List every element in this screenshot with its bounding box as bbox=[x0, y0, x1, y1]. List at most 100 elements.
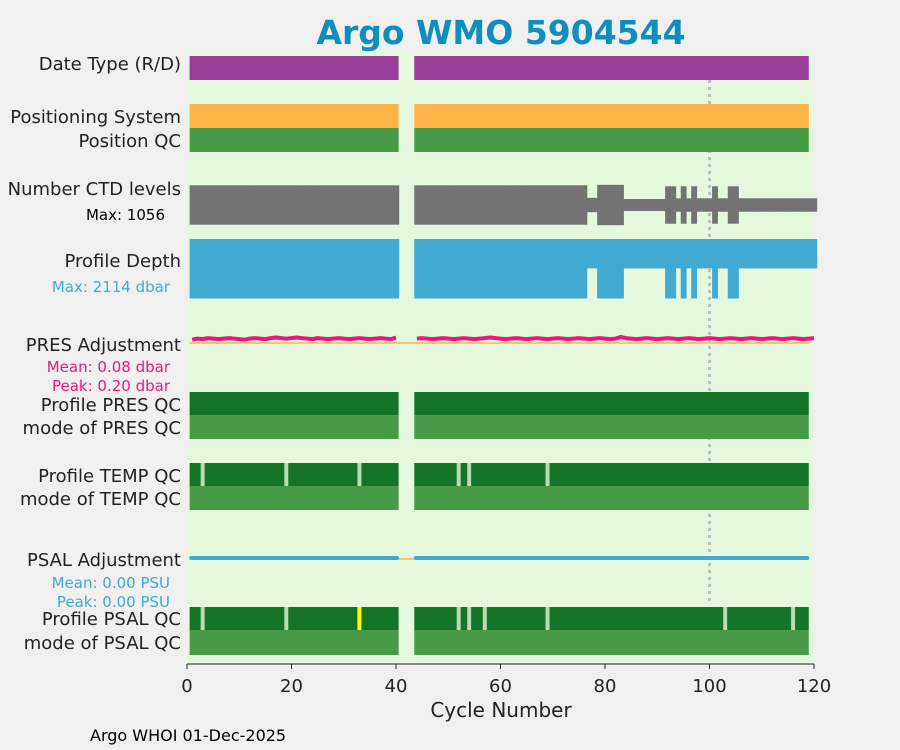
ctd-levels-cycle-11 bbox=[241, 185, 248, 225]
psal-qc-flag-cycle-52 bbox=[456, 607, 461, 630]
profile-depth-cycle-15 bbox=[262, 239, 269, 299]
ctd-levels-cycle-15 bbox=[262, 185, 269, 225]
ctd-levels-cycle-25 bbox=[315, 185, 321, 225]
profile-depth-cycle-70 bbox=[550, 239, 556, 299]
ctd-levels-cycle-108 bbox=[748, 198, 755, 212]
profile-depth-cycle-14 bbox=[257, 239, 264, 299]
profile-depth-cycle-96 bbox=[685, 239, 692, 269]
profile-depth-cycle-106 bbox=[738, 239, 745, 269]
profile-pres-qc-bar-segment-2 bbox=[414, 392, 809, 415]
ctd-levels-cycle-120 bbox=[811, 198, 818, 212]
temp-qc-flag-cycle-19 bbox=[284, 463, 289, 486]
profile-pres-qc-bar-segment-1 bbox=[189, 392, 399, 415]
ctd-levels-cycle-88 bbox=[644, 199, 651, 211]
ctd-levels-cycle-59 bbox=[492, 185, 499, 225]
psal-qc-flag-cycle-103 bbox=[723, 607, 728, 630]
ctd-levels-cycle-89 bbox=[649, 199, 656, 211]
mode-temp-qc-bar-segment-1 bbox=[189, 486, 399, 510]
x-tick-label-20: 20 bbox=[280, 676, 303, 697]
profile-depth-cycle-62 bbox=[508, 239, 515, 299]
profile-depth-cycle-61 bbox=[503, 239, 509, 299]
mode-pres-qc-bar-segment-1 bbox=[189, 415, 399, 439]
ctd-levels-cycle-9 bbox=[231, 185, 238, 225]
profile-depth-cycle-85 bbox=[628, 239, 635, 269]
ctd-levels-cycle-36 bbox=[372, 185, 379, 225]
label-mode-psal-qc: mode of PSAL QC bbox=[24, 633, 181, 654]
label-position-qc: Position QC bbox=[78, 131, 181, 152]
label-mode-pres-qc: mode of PRES QC bbox=[23, 418, 181, 439]
profile-depth-cycle-47 bbox=[429, 239, 436, 299]
x-tick-label-0: 0 bbox=[181, 676, 192, 697]
profile-depth-cycle-17 bbox=[273, 239, 280, 299]
profile-depth-cycle-117 bbox=[795, 239, 802, 269]
profile-depth-cycle-94 bbox=[675, 239, 682, 269]
profile-depth-cycle-58 bbox=[487, 239, 494, 299]
ctd-levels-cycle-3 bbox=[200, 185, 206, 225]
ctd-levels-cycle-50 bbox=[445, 185, 452, 225]
profile-depth-cycle-16 bbox=[267, 239, 274, 299]
profile-depth-cycle-60 bbox=[497, 239, 504, 299]
ctd-levels-cycle-61 bbox=[503, 185, 509, 225]
label-mode-temp-qc: mode of TEMP QC bbox=[20, 489, 181, 510]
profile-depth-cycle-72 bbox=[560, 239, 567, 299]
profile-depth-cycle-39 bbox=[388, 239, 394, 299]
psal-peak-label: Peak: 0.00 PSU bbox=[57, 593, 170, 611]
ctd-levels-cycle-114 bbox=[780, 198, 786, 212]
profile-depth-cycle-90 bbox=[654, 239, 661, 269]
profile-depth-cycle-65 bbox=[524, 239, 530, 299]
x-tick-label-60: 60 bbox=[489, 676, 512, 697]
profile-depth-cycle-111 bbox=[764, 239, 771, 269]
x-tick-label-120: 120 bbox=[797, 676, 831, 697]
profile-depth-cycle-19 bbox=[283, 239, 290, 299]
profile-depth-cycle-46 bbox=[424, 239, 431, 299]
ctd-levels-cycle-86 bbox=[633, 199, 640, 211]
profile-depth-cycle-69 bbox=[544, 239, 551, 299]
ctd-levels-cycle-6 bbox=[215, 185, 222, 225]
ctd-levels-cycle-13 bbox=[252, 185, 259, 225]
ctd-levels-cycle-12 bbox=[247, 185, 253, 225]
pres-adjustment-line-2 bbox=[416, 334, 815, 342]
ctd-levels-cycle-67 bbox=[534, 185, 541, 225]
profile-depth-cycle-1 bbox=[189, 239, 196, 299]
ctd-max-label: Max: 1056 bbox=[86, 206, 165, 224]
profile-depth-cycle-118 bbox=[800, 239, 807, 269]
ctd-levels-cycle-56 bbox=[476, 185, 483, 225]
profile-depth-cycle-83 bbox=[618, 239, 624, 299]
ctd-levels-cycle-4 bbox=[205, 185, 212, 225]
ctd-levels-cycle-98 bbox=[696, 198, 703, 212]
ctd-levels-cycle-103 bbox=[722, 198, 729, 212]
profile-depth-cycle-52 bbox=[456, 239, 462, 299]
positioning-system-bar-segment-2 bbox=[414, 104, 809, 128]
position-qc-bar-segment-1 bbox=[189, 128, 399, 152]
profile-depth-cycle-9 bbox=[231, 239, 238, 299]
ctd-levels-cycle-5 bbox=[210, 185, 217, 225]
profile-depth-cycle-56 bbox=[476, 239, 483, 299]
ctd-levels-cycle-110 bbox=[759, 198, 765, 212]
ctd-levels-cycle-83 bbox=[618, 184, 624, 226]
ctd-levels-cycle-76 bbox=[581, 185, 588, 225]
mode-psal-qc-bar-segment-2 bbox=[414, 630, 809, 655]
profile-depth-cycle-116 bbox=[790, 239, 797, 269]
status-bars-layer bbox=[189, 56, 818, 655]
date-type-bar-segment-1 bbox=[189, 56, 399, 80]
profile-depth-cycle-55 bbox=[471, 239, 478, 299]
x-axis-label: Cycle Number bbox=[430, 698, 572, 722]
pres-peak-label: Peak: 0.20 dbar bbox=[52, 377, 171, 395]
profile-depth-cycle-66 bbox=[529, 239, 536, 299]
ctd-levels-cycle-8 bbox=[226, 185, 233, 225]
ctd-levels-cycle-77 bbox=[586, 197, 593, 213]
ctd-levels-cycle-26 bbox=[320, 185, 327, 225]
profile-depth-cycle-100 bbox=[706, 239, 713, 269]
ctd-levels-cycle-48 bbox=[435, 185, 442, 225]
ctd-levels-cycle-60 bbox=[497, 185, 504, 225]
profile-depth-cycle-4 bbox=[205, 239, 212, 299]
profile-depth-cycle-54 bbox=[466, 239, 473, 299]
ctd-levels-cycle-72 bbox=[560, 185, 567, 225]
profile-depth-cycle-115 bbox=[785, 239, 792, 269]
temp-qc-flag-cycle-69 bbox=[545, 463, 550, 486]
position-qc-bar-segment-2 bbox=[414, 128, 809, 152]
ctd-levels-cycle-112 bbox=[769, 198, 776, 212]
ctd-levels-cycle-79 bbox=[597, 184, 603, 226]
profile-depth-cycle-98 bbox=[696, 239, 703, 269]
